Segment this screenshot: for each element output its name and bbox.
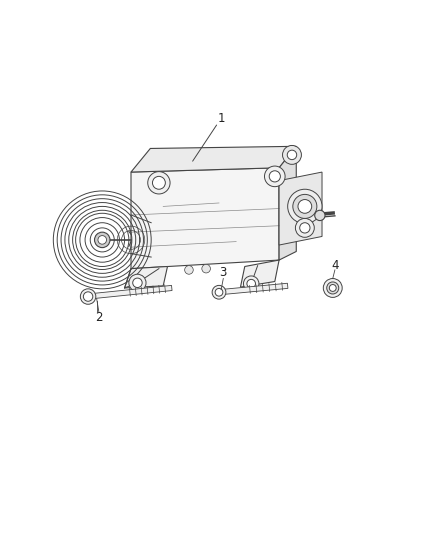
Circle shape [265,166,285,187]
Circle shape [327,282,339,294]
Text: 2: 2 [95,311,102,324]
Circle shape [152,176,166,189]
Circle shape [283,146,301,164]
Circle shape [329,285,336,292]
Circle shape [295,219,314,237]
Polygon shape [279,172,322,245]
Circle shape [80,289,96,304]
Text: 4: 4 [331,259,339,272]
Circle shape [148,172,170,194]
Circle shape [293,195,317,219]
Circle shape [269,171,280,182]
Circle shape [247,279,255,288]
Polygon shape [279,147,296,260]
Circle shape [288,189,322,223]
Polygon shape [124,266,167,288]
Circle shape [323,279,342,297]
Circle shape [315,211,325,221]
Circle shape [215,288,223,296]
Circle shape [212,285,226,299]
Circle shape [83,292,93,301]
Circle shape [133,278,142,287]
Circle shape [95,232,110,248]
Circle shape [244,276,259,292]
Text: 1: 1 [217,112,225,125]
Circle shape [202,264,210,273]
Circle shape [98,236,106,244]
Circle shape [185,265,193,274]
Circle shape [298,199,312,213]
Text: 3: 3 [219,266,227,279]
Polygon shape [131,168,279,269]
Circle shape [129,274,146,292]
Circle shape [300,223,310,233]
Polygon shape [219,283,288,295]
Polygon shape [240,260,279,287]
Circle shape [287,150,297,159]
Polygon shape [88,285,172,299]
Polygon shape [131,147,296,172]
